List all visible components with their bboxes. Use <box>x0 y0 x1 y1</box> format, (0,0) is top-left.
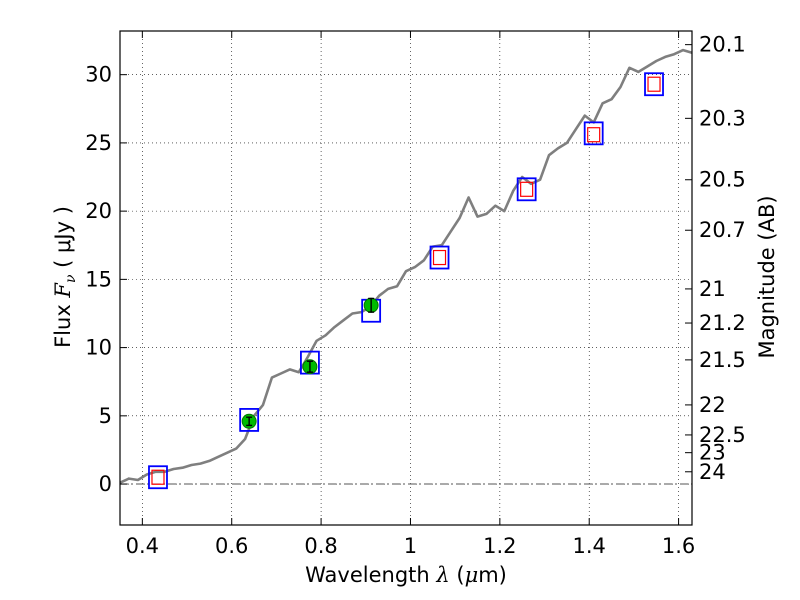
y2-axis-label: Magnitude (AB) <box>755 195 779 358</box>
magnitude-tick-label: 20.7 <box>699 218 746 242</box>
y-tick-label: 10 <box>85 336 112 360</box>
y-tick-label: 5 <box>99 404 112 428</box>
ticks: 0.4 0.6 0.8 1 1.2 1.4 1.6 0 5 10 15 20 25 30 20.1 20.3 2… <box>85 31 746 558</box>
x-tick-label: 1.2 <box>483 534 516 558</box>
model-photometry-marker <box>239 408 260 432</box>
x-tick-label: 1.4 <box>573 534 606 558</box>
x-tick-label: 0.6 <box>215 534 248 558</box>
y-tick-label: 25 <box>85 131 112 155</box>
x-tick-label: 1 <box>404 534 417 558</box>
x-axis-label: Wavelength λ (μm) <box>305 563 507 587</box>
x-tick-label: 1.6 <box>662 534 695 558</box>
upper-limit-marker <box>520 181 534 197</box>
model-photometry-marker <box>583 121 604 146</box>
magnitude-tick-label: 20.3 <box>699 106 746 130</box>
magnitude-tick-label: 24 <box>699 460 726 484</box>
y-tick-label: 15 <box>85 267 112 291</box>
magnitude-tick-label: 22.5 <box>699 423 746 447</box>
y-tick-label: 30 <box>85 63 112 87</box>
plot-frame <box>119 30 693 526</box>
upper-limit-marker <box>151 469 165 485</box>
magnitude-tick-label: 23 <box>699 441 726 465</box>
model-photometry-marker <box>148 465 168 490</box>
magnitude-tick-label: 20.1 <box>699 33 746 57</box>
upper-limit-marker <box>647 76 661 92</box>
model-photometry-marker <box>516 177 537 202</box>
magnitude-tick-label: 22 <box>699 393 726 417</box>
magnitude-tick-label: 21.2 <box>699 311 746 335</box>
y-axis-label: Flux Fν ( μJy ) <box>51 206 79 348</box>
model-photometry-marker <box>644 72 664 97</box>
upper-limit-marker <box>587 127 601 143</box>
plot-area <box>119 48 693 490</box>
x-tick-label: 0.4 <box>126 534 159 558</box>
model-photometry-marker <box>429 245 450 270</box>
magnitude-tick-label: 21.5 <box>699 348 746 372</box>
magnitude-tick-label: 20.5 <box>699 168 746 192</box>
magnitude-tick-label: 21 <box>699 277 726 301</box>
y-tick-label: 20 <box>85 199 112 223</box>
x-tick-label: 0.8 <box>304 534 337 558</box>
upper-limit-marker <box>432 249 447 266</box>
y-tick-label: 0 <box>99 472 112 496</box>
spectrum-line <box>119 48 693 484</box>
